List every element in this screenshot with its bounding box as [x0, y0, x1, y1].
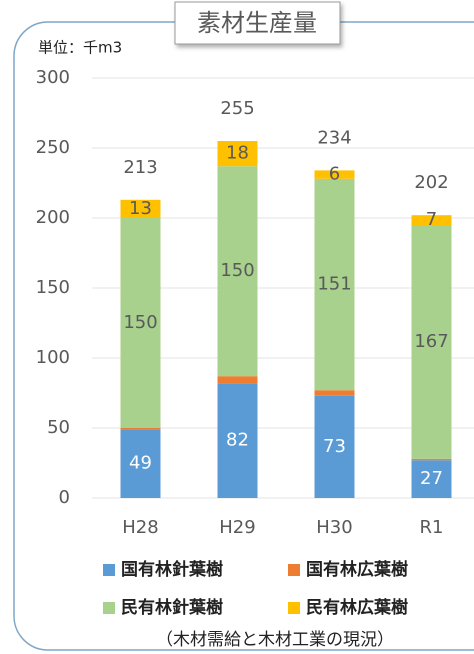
bar-segment [120, 218, 161, 428]
y-tick-label: 150 [36, 277, 70, 298]
bar-segment [314, 178, 355, 391]
bar-segment [411, 225, 452, 459]
bar-segment [217, 376, 258, 384]
y-tick-label: 250 [36, 137, 70, 158]
data-label: 167 [414, 331, 448, 352]
x-tick-label: R1 [420, 517, 444, 538]
x-tick-label: H28 [122, 517, 158, 538]
total-label: 213 [123, 157, 157, 178]
source: （木材需給と木材工業の現況） [156, 630, 394, 650]
chart-title: 素材生産量 [197, 9, 317, 37]
data-label: 73 [323, 436, 346, 457]
y-tick-label: 50 [47, 417, 70, 438]
bar-segment [217, 383, 258, 498]
bar-segment [120, 428, 161, 430]
total-label: 234 [317, 127, 351, 148]
data-label: 82 [226, 430, 249, 451]
data-label: 150 [220, 260, 254, 281]
bar-segment [411, 215, 452, 225]
data-label: 13 [129, 198, 152, 219]
data-label: 27 [420, 468, 443, 489]
bar-segment [217, 141, 258, 167]
title-box [174, 1, 341, 45]
bar-segment [314, 395, 355, 498]
x-tick-label: H29 [219, 517, 255, 538]
legend-label: 民有林広葉樹 [306, 597, 408, 618]
legend-label: 民有林針葉樹 [121, 597, 223, 618]
bar-segment [411, 460, 452, 498]
bar-segment [217, 166, 258, 377]
unit-label: 単位：千m3 [38, 39, 122, 57]
x-tick-label: H30 [316, 517, 352, 538]
y-tick-label: 100 [36, 347, 70, 368]
bar-segment [120, 429, 161, 498]
legend-label: 国有林針葉樹 [121, 559, 223, 580]
data-label: 49 [129, 453, 152, 474]
legend-swatch [103, 564, 115, 576]
bar-segment [411, 458, 452, 461]
y-tick-label: 0 [59, 487, 70, 508]
legend-swatch [288, 602, 300, 614]
y-tick-label: 200 [36, 207, 70, 228]
y-tick-label: 300 [36, 67, 70, 88]
total-label: 202 [414, 172, 448, 193]
total-label: 255 [220, 98, 254, 119]
legend-swatch [103, 602, 115, 614]
data-label: 7 [426, 209, 437, 230]
bar-segment [314, 170, 355, 179]
data-label: 18 [226, 143, 249, 164]
legend-swatch [288, 564, 300, 576]
data-label: 6 [329, 164, 340, 185]
data-label: 151 [317, 274, 351, 295]
bar-segment [120, 199, 161, 218]
data-label: 150 [123, 312, 157, 333]
bar-segment [314, 390, 355, 396]
legend-label: 国有林広葉樹 [306, 559, 408, 580]
